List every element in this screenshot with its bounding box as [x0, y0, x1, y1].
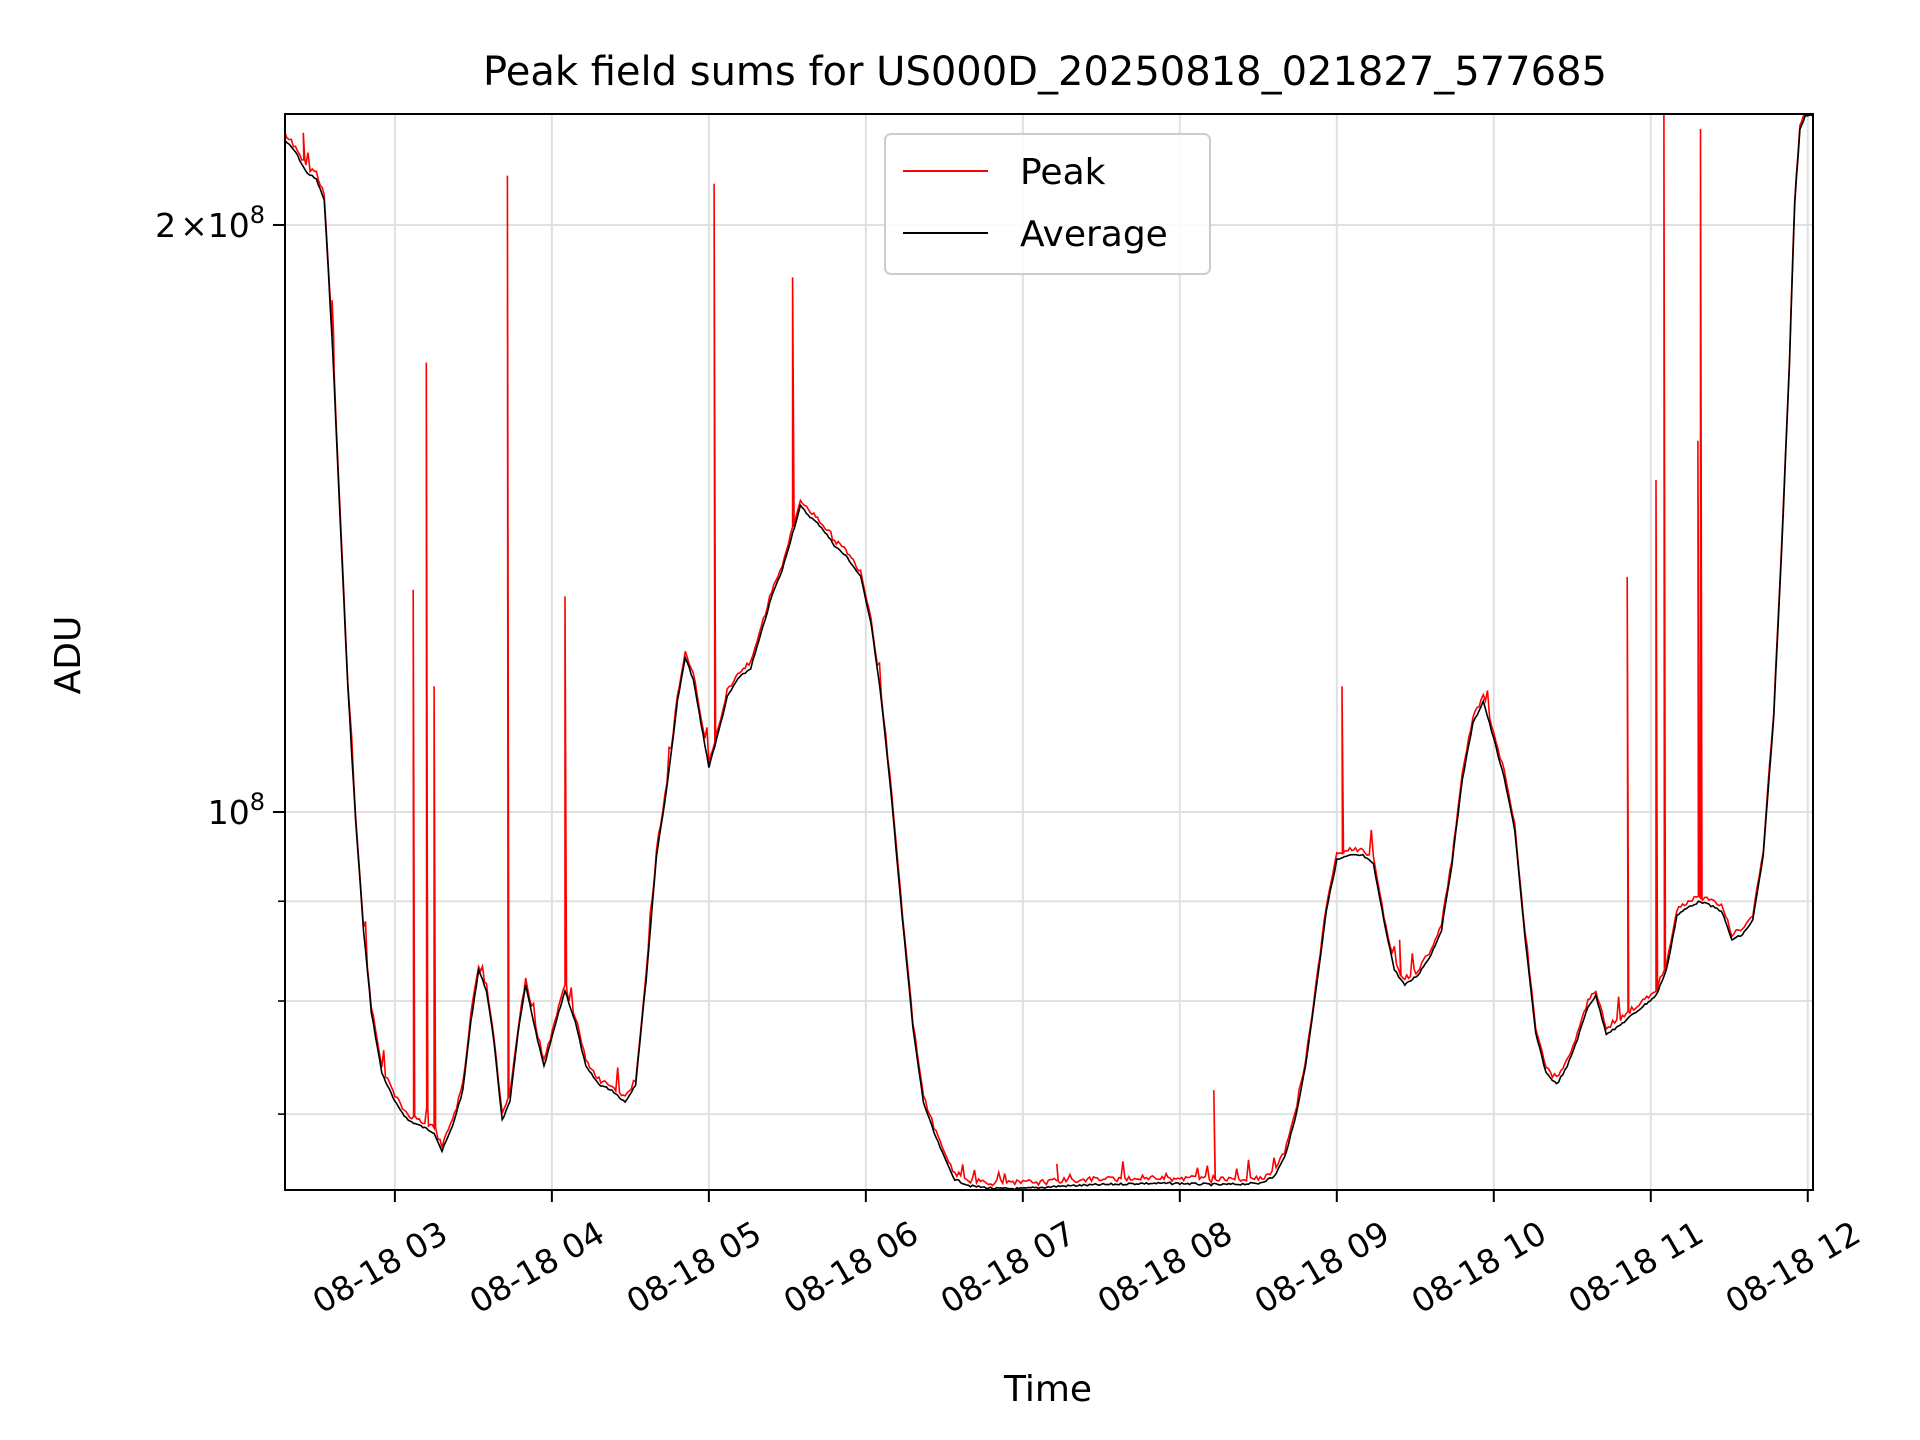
x-tick-label: 08-18 07	[934, 1213, 1082, 1321]
legend: Peak Average	[884, 133, 1211, 275]
legend-box	[884, 133, 1211, 275]
y-tick-mantissa: 2	[155, 206, 176, 245]
y-tick-exponent: 8	[250, 788, 265, 816]
y-tick-base: 10	[208, 206, 250, 245]
grid	[285, 114, 1813, 1190]
x-tick-label: 08-18 09	[1248, 1213, 1396, 1321]
x-tick-label: 08-18 03	[306, 1213, 454, 1321]
y-tick-base: 10	[208, 793, 250, 832]
legend-average-label: Average	[1020, 214, 1168, 255]
x-tick-label: 08-18 06	[777, 1213, 925, 1321]
x-tick-label: 08-18 12	[1719, 1213, 1867, 1321]
plot-frame	[284, 113, 1814, 1191]
chart-title: Peak field sums for US000D_20250818_0218…	[483, 49, 1607, 95]
x-tick-label: 08-18 10	[1405, 1213, 1553, 1321]
y-axis-label: ADU	[48, 616, 89, 695]
x-tick-label: 08-18 05	[620, 1213, 768, 1321]
x-tick-label: 08-18 04	[463, 1213, 611, 1321]
y-tick-times: ×	[180, 206, 208, 245]
x-tick-label: 08-18 08	[1091, 1213, 1239, 1321]
y-tick-label: 2 ×108	[155, 201, 265, 245]
average-series-line	[285, 114, 1813, 1190]
x-axis-label: Time	[1003, 1369, 1092, 1410]
y-tick-label: 108	[208, 788, 265, 832]
x-tick-label: 08-18 11	[1562, 1213, 1710, 1321]
y-tick-exponent: 8	[250, 201, 265, 229]
plot-area	[285, 114, 1813, 1190]
legend-peak-label: Peak	[1020, 152, 1106, 193]
x-axis: 08-18 03 08-18 04 08-18 05 08-18 06 08-18 07…	[306, 1190, 1867, 1321]
